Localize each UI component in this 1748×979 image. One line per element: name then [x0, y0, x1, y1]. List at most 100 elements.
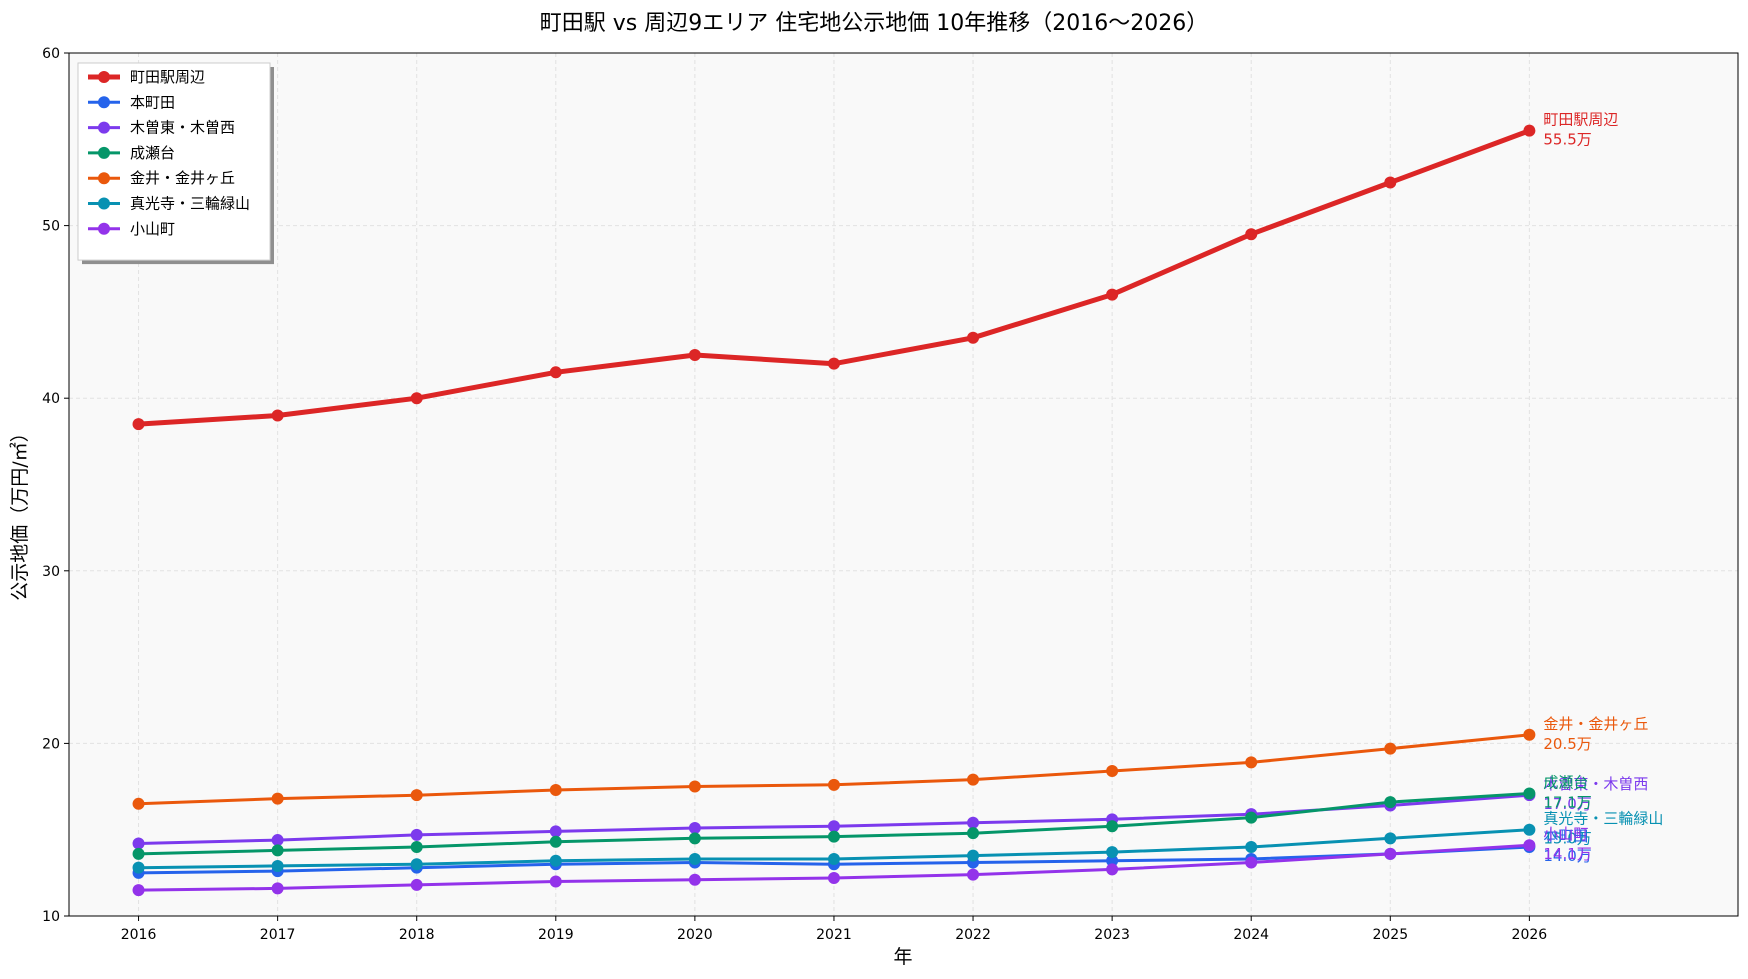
series-3 [132, 787, 1536, 860]
data-point [967, 816, 980, 829]
plot-frame [68, 52, 1739, 917]
legend-swatch-marker [98, 172, 110, 185]
legend-entry-label: 金井・金井ヶ丘 [130, 169, 235, 187]
data-point [1106, 863, 1119, 876]
data-point [688, 349, 701, 362]
x-tick-label: 2016 [121, 927, 157, 943]
data-point [132, 797, 145, 810]
plot-background [69, 53, 1738, 916]
legend-swatch-marker [98, 121, 110, 134]
data-point [549, 854, 562, 867]
data-point [549, 835, 562, 848]
y-tick-label: 30 [42, 564, 60, 580]
end-label-value: 14.1万 [1543, 845, 1591, 863]
data-point [410, 858, 423, 871]
data-point [967, 331, 980, 344]
data-point [1523, 839, 1536, 852]
legend-swatch-marker [98, 197, 110, 210]
data-point [967, 827, 980, 840]
data-point [1384, 742, 1397, 755]
series-5 [132, 823, 1536, 874]
x-tick-label: 2020 [677, 927, 713, 943]
legend-entry-label: 町田駅周辺 [130, 68, 205, 86]
chart-title: 町田駅 vs 周辺9エリア 住宅地公示地価 10年推移（2016〜2026） [540, 11, 1208, 36]
data-point [549, 825, 562, 838]
legend-entry-label: 真光寺・三輪緑山 [130, 195, 250, 213]
data-point [827, 853, 840, 866]
end-label-name: 真光寺・三輪緑山 [1543, 810, 1663, 828]
data-point [271, 844, 284, 857]
end-label-name: 小山町 [1543, 825, 1588, 843]
x-tick-label: 2023 [1094, 927, 1130, 943]
end-label-value: 14.0万 [1543, 847, 1591, 865]
end-label-name: 本町田 [1543, 827, 1588, 845]
x-tick-label: 2017 [260, 927, 296, 943]
end-label-value: 20.5万 [1543, 735, 1591, 753]
data-point [827, 357, 840, 370]
series-4 [132, 728, 1536, 810]
data-point [132, 837, 145, 850]
data-point [1106, 854, 1119, 867]
data-point [1106, 820, 1119, 833]
x-tick-label: 2018 [399, 927, 435, 943]
data-point [1106, 765, 1119, 778]
end-label-value: 17.0万 [1543, 795, 1591, 813]
data-point [549, 784, 562, 797]
legend-swatch-marker [98, 71, 110, 83]
data-point [1245, 811, 1258, 824]
legend-entry-label: 小山町 [130, 220, 175, 238]
legend-swatch-marker [98, 146, 110, 159]
legend-entry-label: 成瀬台 [130, 144, 175, 162]
x-tick-label: 2022 [955, 927, 991, 943]
data-point [549, 875, 562, 888]
data-point [410, 789, 423, 802]
data-point [1523, 124, 1536, 137]
data-point [967, 868, 980, 881]
series-0 [132, 124, 1536, 431]
series-6 [132, 839, 1536, 897]
legend-swatch-marker [98, 96, 110, 109]
data-point [1384, 796, 1397, 809]
data-point [967, 849, 980, 862]
data-point [132, 884, 145, 897]
y-tick-label: 20 [42, 736, 60, 752]
end-label-value: 15.0万 [1543, 830, 1591, 848]
data-point [1384, 832, 1397, 845]
series-layer [132, 124, 1536, 897]
data-point [410, 828, 423, 841]
axes: 10 20 30 40 50 60 2016 2017 2018 2019 2020 2021 2022… [42, 46, 1739, 943]
data-point [410, 878, 423, 891]
data-point [132, 418, 145, 431]
data-point [1523, 787, 1536, 800]
data-point [271, 859, 284, 872]
data-point [132, 847, 145, 860]
plot-area [69, 53, 1738, 916]
data-point [410, 392, 423, 405]
data-point [549, 366, 562, 379]
data-point [827, 830, 840, 843]
data-point [410, 840, 423, 853]
y-axis-label: 公示地価（万円/㎡） [8, 423, 31, 600]
y-tick-label: 60 [42, 46, 60, 62]
data-point [271, 882, 284, 895]
x-axis-label: 年 [893, 946, 912, 968]
x-tick-label: 2019 [538, 927, 574, 943]
end-label-name: 成瀬台 [1543, 773, 1588, 791]
data-point [688, 832, 701, 845]
data-point [1106, 288, 1119, 301]
x-tick-label: 2021 [816, 927, 852, 943]
legend-swatch-marker [98, 222, 110, 235]
data-point [967, 773, 980, 786]
data-point [1384, 176, 1397, 189]
data-point [688, 873, 701, 886]
data-point [688, 821, 701, 834]
legend-box [77, 62, 271, 261]
data-point [827, 872, 840, 885]
x-tick-label: 2025 [1372, 927, 1408, 943]
y-tick-label: 40 [42, 391, 60, 407]
data-point [688, 853, 701, 866]
data-point [132, 861, 145, 874]
data-point [827, 820, 840, 833]
data-point [1245, 856, 1258, 869]
